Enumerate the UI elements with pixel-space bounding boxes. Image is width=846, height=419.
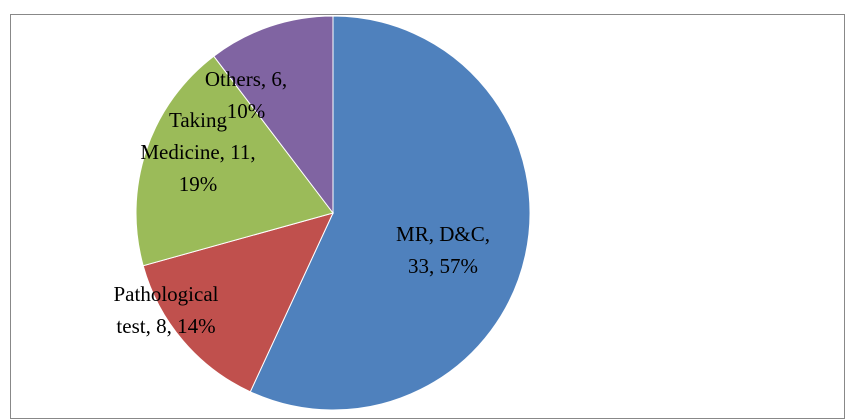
slice-label: Taking Medicine, 11, 19% xyxy=(140,108,255,196)
slice-label-line: Pathological xyxy=(114,282,219,306)
slice-label-line: 33, 57% xyxy=(408,254,478,278)
slice-label-line: Medicine, 11, xyxy=(140,140,255,164)
slice-label-line: Others, 6, xyxy=(205,67,287,91)
slice-label-line: 10% xyxy=(227,99,266,123)
pie-slice xyxy=(142,212,334,393)
pie-slice xyxy=(249,15,531,411)
slice-label: Others, 6, 10% xyxy=(205,67,287,123)
slice-label-line: test, 8, 14% xyxy=(116,314,215,338)
pie-slice xyxy=(213,15,334,215)
slice-label: Pathological test, 8, 14% xyxy=(114,282,219,338)
slice-label-line: MR, D&C, xyxy=(396,222,490,246)
slice-label-line: Taking xyxy=(169,108,228,132)
pie-slice xyxy=(135,55,334,267)
slice-label-line: 19% xyxy=(179,172,218,196)
slice-label: MR, D&C, 33, 57% xyxy=(396,222,490,278)
